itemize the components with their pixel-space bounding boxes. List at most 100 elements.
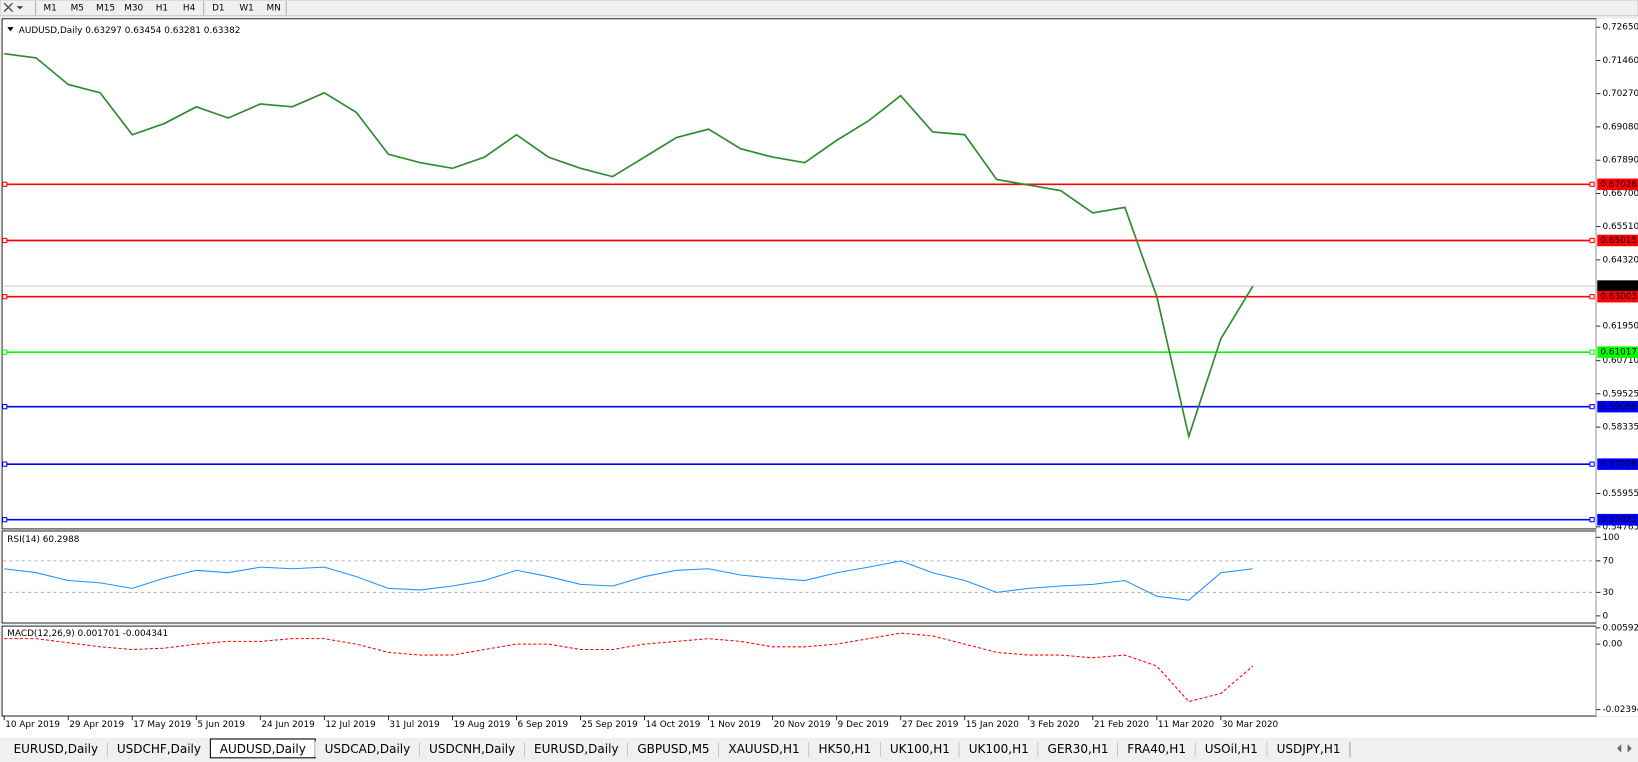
timeframe-button[interactable]: MN <box>267 3 281 13</box>
rsi-panel <box>1 530 1597 624</box>
y-tick-label: 0.65510 <box>1602 222 1638 232</box>
symbol-tab-label[interactable]: USDCHF,Daily <box>117 742 201 756</box>
symbol-tab[interactable] <box>959 741 1039 757</box>
macd-panel <box>1 625 1597 717</box>
x-tick-label: 19 Aug 2019 <box>453 720 510 730</box>
y-tick-label: 0.60710 <box>1602 356 1638 366</box>
level-price-box <box>1597 234 1638 247</box>
level-price-box <box>1597 400 1638 413</box>
x-tick-label: 15 Jan 2020 <box>966 720 1020 730</box>
level-price-box <box>1597 290 1638 303</box>
x-tick-label: 30 Mar 2020 <box>1222 720 1279 730</box>
symbol-tab-label[interactable]: USOil,H1 <box>1205 742 1258 756</box>
symbol-tab-label[interactable]: USDCAD,Daily <box>325 742 411 756</box>
symbol-tab-label[interactable]: UK100,H1 <box>969 742 1029 756</box>
symbol-tab[interactable] <box>1195 741 1268 757</box>
symbol-tab-label[interactable]: FRA40,H1 <box>1127 742 1186 756</box>
series-line <box>4 52 1254 440</box>
level-price-label: 0.63003 <box>1600 292 1637 302</box>
y-tick-label: 0.55955 <box>1602 489 1638 499</box>
timeframe-button[interactable]: M5 <box>71 3 84 13</box>
y-tick-label: 0.005923 <box>1602 623 1638 633</box>
series-line <box>4 560 1253 601</box>
symbol-tab-label[interactable]: GBPUSD,M5 <box>637 742 709 756</box>
symbol-tab[interactable] <box>315 741 420 757</box>
level-handle <box>2 404 8 410</box>
timeframe-button[interactable]: H4 <box>183 3 196 13</box>
x-tick-label: 20 Nov 2019 <box>774 720 831 730</box>
x-tick-label: 31 Jul 2019 <box>389 720 440 730</box>
y-tick-label: 70 <box>1602 556 1614 566</box>
level-price-label: 0.65015 <box>1600 236 1637 246</box>
y-tick-label: 0.64320 <box>1602 255 1638 265</box>
timeframe-button[interactable]: M15 <box>96 3 115 13</box>
tool-icon[interactable] <box>3 2 13 12</box>
level-handle <box>1589 181 1595 187</box>
symbol-tab[interactable] <box>880 741 960 757</box>
y-tick-label: 100 <box>1602 533 1619 543</box>
level-handle <box>2 237 8 244</box>
level-price-box <box>1597 458 1638 470</box>
y-tick-label: 0.67890 <box>1602 156 1638 166</box>
x-tick-label: 5 Jun 2019 <box>197 720 245 730</box>
symbol-tab-label[interactable]: HK50,H1 <box>818 742 871 756</box>
x-tick-label: 1 Nov 2019 <box>710 720 762 730</box>
scroll-right[interactable] <box>1627 744 1632 753</box>
time-axis <box>0 717 1638 738</box>
symbol-tab-label[interactable]: GER30,H1 <box>1048 742 1109 756</box>
x-tick-label: 3 Feb 2020 <box>1030 720 1080 730</box>
rsi-header: RSI(14) 60.2988 <box>7 535 79 545</box>
symbol-tab-label[interactable]: XAUUSD,H1 <box>728 742 799 756</box>
symbol-tab[interactable] <box>524 741 628 757</box>
x-tick-label: 21 Feb 2020 <box>1094 720 1150 730</box>
symbol-tab-label[interactable]: USDJPY,H1 <box>1277 742 1341 756</box>
level-price-label: 0.67026 <box>1600 180 1637 190</box>
symbol-tab[interactable] <box>107 741 211 757</box>
symbol-tab-label[interactable]: UK100,H1 <box>890 742 950 756</box>
symbol-tab[interactable] <box>809 741 881 757</box>
level-price-label: 0.57008 <box>1600 460 1637 470</box>
level-price-box <box>1597 513 1638 526</box>
level-handle <box>2 294 8 300</box>
y-tick-label: 0.70270 <box>1602 89 1638 99</box>
symbol-tab[interactable] <box>4 741 108 757</box>
timeframe-button[interactable]: D1 <box>212 3 224 13</box>
level-handle <box>2 461 8 467</box>
scroll-left[interactable] <box>1617 744 1622 753</box>
toolbar <box>0 0 1638 17</box>
x-tick-label: 12 Jul 2019 <box>325 720 376 730</box>
symbol-tab[interactable] <box>1038 741 1118 757</box>
symbol-tab[interactable] <box>1117 741 1196 757</box>
timeframe-button[interactable]: M30 <box>124 3 143 13</box>
y-tick-label: 0.61950 <box>1602 322 1638 332</box>
x-tick-label: 10 Apr 2019 <box>5 720 60 730</box>
x-tick-label: 6 Sep 2019 <box>518 720 569 730</box>
symbol-tab-label[interactable]: EURUSD,Daily <box>534 742 619 756</box>
x-tick-label: 17 May 2019 <box>133 720 191 730</box>
symbol-tab[interactable] <box>419 741 525 757</box>
y-tick-label: 0.54765 <box>1602 522 1638 532</box>
y-tick-label: 0.69080 <box>1602 122 1638 132</box>
symbol-tab-label[interactable]: AUDUSD,Daily <box>220 742 306 756</box>
timeframe-button[interactable]: H1 <box>156 3 168 13</box>
y-tick-label: 0.66700 <box>1602 189 1638 199</box>
dropdown-icon[interactable] <box>16 6 23 10</box>
symbol-tab[interactable] <box>627 741 719 757</box>
collapse-icon <box>7 27 14 32</box>
price-panel <box>1 18 1597 530</box>
y-tick-label: 0.72650 <box>1602 23 1638 33</box>
timeframe-button[interactable]: W1 <box>239 3 253 13</box>
timeframe-button[interactable]: M1 <box>43 3 56 13</box>
symbol-tab-label[interactable]: EURUSD,Daily <box>14 742 99 756</box>
chart-header: AUDUSD,Daily 0.63297 0.63454 0.63281 0.6… <box>19 26 241 36</box>
symbol-tab[interactable] <box>718 741 810 757</box>
y-tick-label: 0.71460 <box>1602 56 1638 66</box>
current-price-label: 0.63382 <box>1600 282 1637 292</box>
level-handle <box>2 181 8 187</box>
symbol-tab[interactable] <box>1267 741 1350 757</box>
symbol-tab-label[interactable]: USDCNH,Daily <box>429 742 515 756</box>
y-tick-label: 0.58335 <box>1602 423 1638 433</box>
x-tick-label: 29 Apr 2019 <box>69 720 124 730</box>
level-price-box <box>1597 178 1638 191</box>
